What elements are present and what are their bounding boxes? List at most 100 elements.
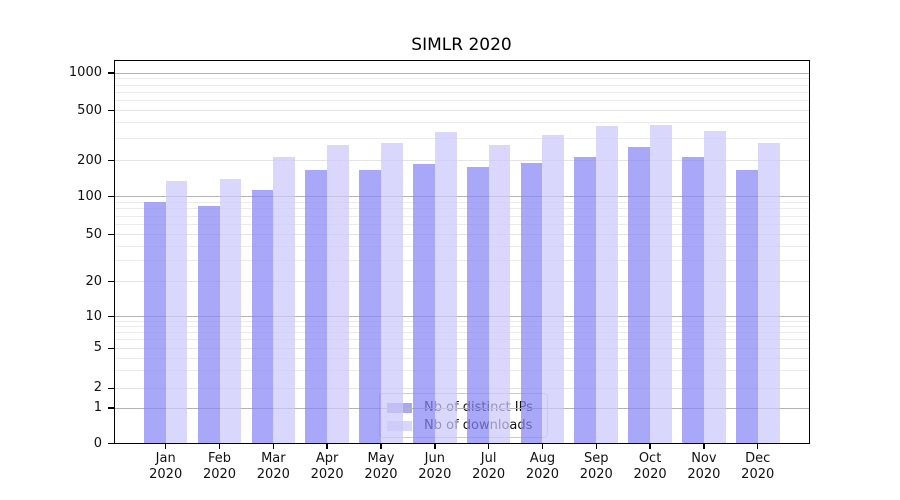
chart-title: SIMLR 2020	[411, 35, 512, 55]
bar-distinct-ips-nov	[682, 157, 704, 444]
y-tick-mark	[107, 195, 114, 198]
x-tick-label: Aug 2020	[525, 451, 559, 482]
bar-distinct-ips-aug	[520, 163, 543, 444]
gridline	[113, 160, 810, 161]
x-tick-label: Jan 2020	[149, 451, 183, 482]
minor-gridline	[113, 357, 810, 359]
bar-downloads-apr	[327, 144, 349, 444]
gridline	[113, 234, 810, 236]
bar-downloads-nov	[703, 130, 726, 444]
major-gridline	[113, 316, 810, 318]
y-tick-label: 5	[93, 340, 102, 356]
bar-downloads-oct	[650, 124, 672, 444]
legend-item-downloads: Nb of downloads	[387, 417, 540, 435]
y-tick-label: 100	[77, 188, 102, 204]
bar-distinct-ips-sep	[574, 157, 597, 444]
bar-distinct-ips-may	[359, 169, 381, 444]
x-tick-label: Nov 2020	[687, 451, 721, 482]
x-tick-label: Oct 2020	[633, 451, 667, 482]
minor-gridline	[113, 320, 810, 322]
y-tick-label: 200	[77, 152, 102, 168]
y-tick-mark	[107, 442, 114, 445]
y-tick-mark	[107, 233, 114, 236]
y-tick-mark	[107, 109, 114, 112]
bar-distinct-ips-oct	[628, 147, 651, 444]
x-tick-mark	[218, 444, 221, 449]
bar-downloads-feb	[219, 178, 242, 444]
x-tick-label: Jun 2020	[418, 451, 452, 482]
x-tick-mark	[649, 444, 651, 449]
gridline	[113, 387, 810, 389]
y-tick-mark	[107, 280, 114, 283]
y-tick-label: 20	[85, 273, 102, 289]
x-tick-mark	[595, 444, 597, 449]
y-tick-label: 50	[85, 226, 102, 242]
x-tick-label: Sep 2020	[579, 451, 613, 482]
minor-gridline	[113, 260, 810, 262]
gridline	[113, 347, 810, 349]
x-tick-label: Mar 2020	[256, 451, 290, 482]
x-tick-mark	[326, 444, 328, 449]
bar-downloads-jun	[434, 131, 457, 444]
x-tick-mark	[272, 444, 275, 449]
x-tick-mark	[487, 444, 490, 449]
bar-downloads-jul	[488, 144, 511, 444]
bar-downloads-aug	[542, 134, 565, 444]
gridline	[113, 110, 810, 111]
minor-gridline	[113, 137, 810, 139]
y-tick-mark	[107, 407, 114, 409]
bar-downloads-mar	[273, 157, 296, 444]
minor-gridline	[113, 339, 810, 341]
minor-gridline	[113, 326, 810, 328]
y-tick-mark	[107, 72, 114, 74]
gridline	[113, 281, 810, 283]
x-tick-label: Jul 2020	[472, 451, 506, 482]
y-tick-label: 500	[77, 102, 102, 118]
y-tick-mark	[107, 347, 114, 350]
major-gridline	[113, 196, 810, 198]
x-tick-mark	[541, 444, 544, 449]
minor-gridline	[113, 215, 810, 217]
bar-distinct-ips-jun	[413, 163, 435, 444]
x-tick-label: Feb 2020	[202, 451, 237, 482]
bar-distinct-ips-mar	[251, 190, 274, 444]
bar-downloads-sep	[596, 125, 619, 444]
x-tick-label: May 2020	[364, 451, 398, 482]
bar-distinct-ips-apr	[305, 169, 328, 444]
x-tick-mark	[703, 444, 705, 449]
y-tick-label: 1	[93, 400, 102, 415]
minor-gridline	[113, 208, 810, 210]
y-tick-label: 10	[85, 308, 102, 324]
minor-gridline	[113, 78, 810, 80]
x-tick-label: Apr 2020	[310, 451, 344, 482]
y-tick-mark	[107, 315, 114, 318]
bar-distinct-ips-feb	[197, 205, 220, 444]
major-gridline	[113, 407, 810, 409]
y-tick-label: 0	[93, 435, 102, 451]
minor-gridline	[113, 332, 810, 334]
x-tick-mark	[756, 444, 759, 449]
minor-gridline	[113, 201, 810, 203]
major-gridline	[113, 72, 810, 74]
x-tick-label: Dec 2020	[741, 451, 775, 482]
bar-distinct-ips-jul	[466, 166, 489, 444]
y-tick-label: 2	[93, 380, 102, 396]
minor-gridline	[113, 245, 810, 247]
minor-gridline	[113, 100, 810, 102]
minor-gridline	[113, 122, 810, 124]
x-tick-mark	[380, 444, 382, 449]
minor-gridline	[113, 91, 810, 93]
minor-gridline	[113, 224, 810, 226]
bar-downloads-jan	[165, 180, 188, 444]
minor-gridline	[113, 370, 810, 372]
y-tick-label: 1000	[68, 65, 102, 80]
bar-downloads-may	[380, 142, 403, 444]
minor-gridline	[113, 84, 810, 86]
x-tick-mark	[434, 444, 436, 449]
bar-downloads-dec	[757, 142, 780, 444]
x-tick-mark	[164, 444, 167, 449]
y-tick-mark	[107, 159, 114, 162]
bar-distinct-ips-jan	[143, 201, 166, 444]
bar-distinct-ips-dec	[735, 169, 758, 444]
